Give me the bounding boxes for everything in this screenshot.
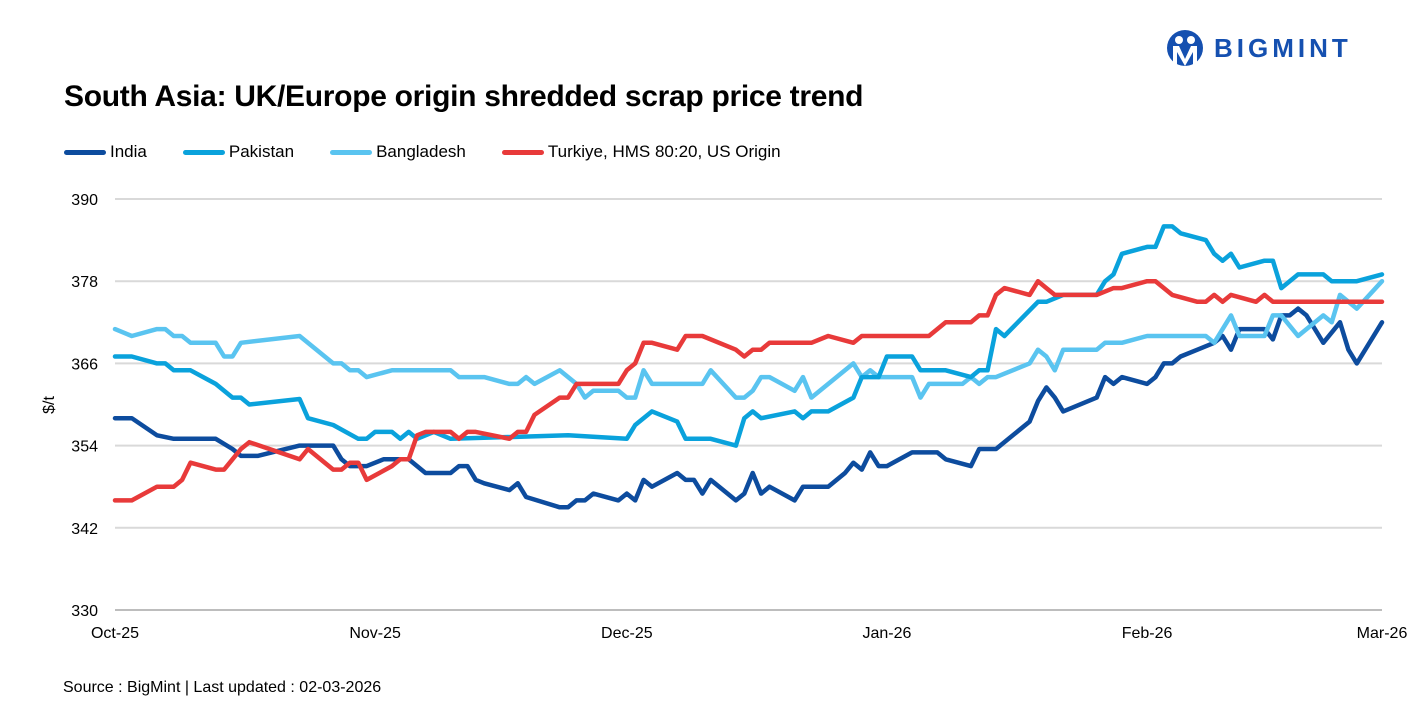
x-tick-label: Oct-25 — [91, 625, 139, 642]
y-tick-label: 342 — [71, 521, 98, 538]
x-tick-label: Mar-26 — [1357, 625, 1408, 642]
series-line-turkiye — [112, 278, 1385, 503]
bigmint-logo-icon — [1167, 30, 1203, 66]
legend: India Pakistan Bangladesh Turkiye, HMS 8… — [64, 142, 817, 162]
y-tick-label: 354 — [71, 439, 98, 456]
chart-title: South Asia: UK/Europe origin shredded sc… — [64, 80, 864, 113]
series-line-pakistan — [112, 224, 1385, 448]
legend-swatch — [501, 149, 544, 155]
legend-label: Bangladesh — [376, 142, 466, 161]
legend-label: Pakistan — [228, 142, 295, 161]
x-tick-label: Feb-26 — [1122, 625, 1173, 642]
legend-swatch — [330, 149, 373, 155]
y-axis-label: $/t — [41, 396, 58, 414]
legend-label: India — [110, 142, 147, 161]
x-tick-label: Dec-25 — [601, 625, 653, 642]
legend-item-pakistan: Pakistan — [182, 142, 295, 162]
bigmint-logo: BIGMINT — [1166, 29, 1352, 67]
series-line-bangladesh — [112, 278, 1385, 400]
legend-item-india: India — [64, 142, 147, 162]
legend-swatch — [182, 149, 225, 155]
legend-label: Turkiye, HMS 80:20, US Origin — [547, 142, 781, 161]
legend-item-bangladesh: Bangladesh — [330, 142, 466, 162]
source-note: Source : BigMint | Last updated : 02-03-… — [63, 679, 382, 696]
y-tick-label: 330 — [71, 603, 98, 620]
legend-swatch — [64, 149, 106, 155]
y-tick-label: 378 — [71, 274, 98, 291]
logo-text: BIGMINT — [1214, 32, 1352, 63]
x-tick-label: Nov-25 — [349, 625, 401, 642]
y-tick-label: 390 — [71, 192, 98, 209]
legend-item-turkiye: Turkiye, HMS 80:20, US Origin — [501, 142, 781, 162]
x-tick-label: Jan-26 — [862, 625, 911, 642]
y-tick-label: 366 — [71, 356, 98, 373]
